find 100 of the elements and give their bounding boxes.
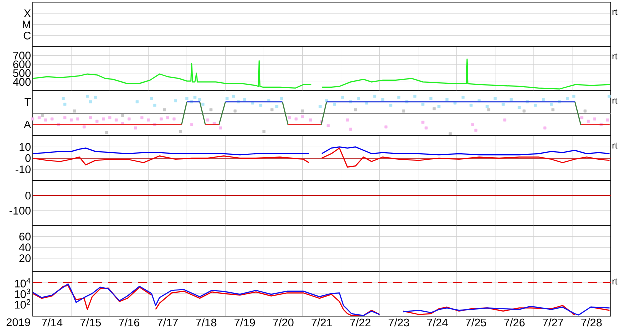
point xyxy=(587,120,590,123)
x-tick-label: 7/21 xyxy=(312,318,332,327)
point xyxy=(82,126,86,129)
y2-axis-title: rt xyxy=(612,278,618,285)
point xyxy=(349,128,352,131)
point xyxy=(518,106,521,110)
point xyxy=(552,108,555,112)
y-tick-label: 40 xyxy=(19,244,31,252)
point xyxy=(194,96,197,100)
y-tick-label: 10$^{4}$ xyxy=(15,278,31,288)
point xyxy=(64,116,67,120)
point xyxy=(280,97,284,100)
point xyxy=(566,97,570,100)
point xyxy=(487,108,490,112)
point xyxy=(86,95,90,98)
y2-axis-title: rt xyxy=(612,98,618,104)
y-tick-label: 600 xyxy=(14,60,31,68)
point xyxy=(422,102,425,106)
x-tick-label: 7/26 xyxy=(504,318,525,327)
point xyxy=(186,97,189,100)
point xyxy=(70,118,74,122)
point xyxy=(606,118,610,122)
point xyxy=(105,131,108,134)
point xyxy=(41,114,44,118)
point xyxy=(64,102,67,106)
point xyxy=(474,128,478,132)
y-tick-label: 400 xyxy=(13,78,31,86)
y-tick-label: 60 xyxy=(20,232,31,241)
point xyxy=(147,118,150,122)
point xyxy=(163,108,166,112)
point xyxy=(62,97,66,100)
point xyxy=(234,110,237,113)
point xyxy=(580,116,584,120)
x-tick-label: 7/18 xyxy=(196,318,217,327)
point xyxy=(276,105,279,108)
y-tick-label: 20 xyxy=(20,254,31,262)
point xyxy=(341,96,344,100)
point xyxy=(96,120,99,123)
point xyxy=(382,98,385,102)
point xyxy=(584,110,587,113)
point xyxy=(259,104,262,108)
point xyxy=(502,102,505,106)
point xyxy=(357,97,360,100)
point xyxy=(309,118,312,122)
point xyxy=(390,104,393,108)
point xyxy=(462,96,465,100)
y-tick-label: 10 xyxy=(20,143,31,152)
x-tick-label: 7/16 xyxy=(119,318,140,327)
point xyxy=(102,118,106,121)
point xyxy=(471,123,474,126)
point xyxy=(326,124,330,128)
point xyxy=(32,118,35,121)
y-tick-label: 10$^{2}$ xyxy=(15,299,30,309)
point xyxy=(354,108,358,112)
text: T xyxy=(24,98,32,106)
point xyxy=(448,132,452,136)
point xyxy=(470,104,473,108)
point xyxy=(128,118,131,121)
point xyxy=(402,110,406,113)
point xyxy=(202,102,205,106)
point xyxy=(150,97,154,100)
point xyxy=(76,118,80,121)
x-axis-title: 2019 xyxy=(6,318,30,326)
point xyxy=(198,98,202,102)
point xyxy=(422,120,425,124)
point xyxy=(346,118,350,122)
point xyxy=(432,107,436,110)
y-tick-label: 700 xyxy=(14,52,31,60)
point xyxy=(270,108,274,112)
point xyxy=(288,116,292,120)
text: X xyxy=(24,10,32,18)
point xyxy=(121,114,124,118)
point xyxy=(226,97,229,100)
point xyxy=(373,95,376,98)
x-tick-label: 7/17 xyxy=(158,318,178,327)
point xyxy=(572,95,576,98)
x-tick-label: 7/27 xyxy=(543,318,564,327)
point xyxy=(608,95,611,98)
x-tick-label: 7/28 xyxy=(582,318,602,327)
point xyxy=(544,126,547,130)
point xyxy=(94,96,98,100)
point xyxy=(210,108,213,112)
point xyxy=(190,123,194,126)
point xyxy=(172,118,176,121)
point xyxy=(414,95,417,98)
y-tick-label: 0 xyxy=(26,192,31,200)
point xyxy=(232,95,236,98)
point xyxy=(534,104,538,108)
point xyxy=(89,100,92,104)
point xyxy=(398,96,401,100)
y-tick-label: 0 xyxy=(26,154,31,162)
x-tick-label: 7/15 xyxy=(80,318,102,327)
point xyxy=(50,118,54,121)
point xyxy=(430,97,433,100)
x-tick-label: 7/25 xyxy=(466,318,486,327)
point xyxy=(73,110,76,113)
point xyxy=(318,105,322,108)
x-tick-label: 7/23 xyxy=(388,318,410,327)
y-tick-label: -100 xyxy=(10,207,31,215)
point xyxy=(438,105,441,108)
